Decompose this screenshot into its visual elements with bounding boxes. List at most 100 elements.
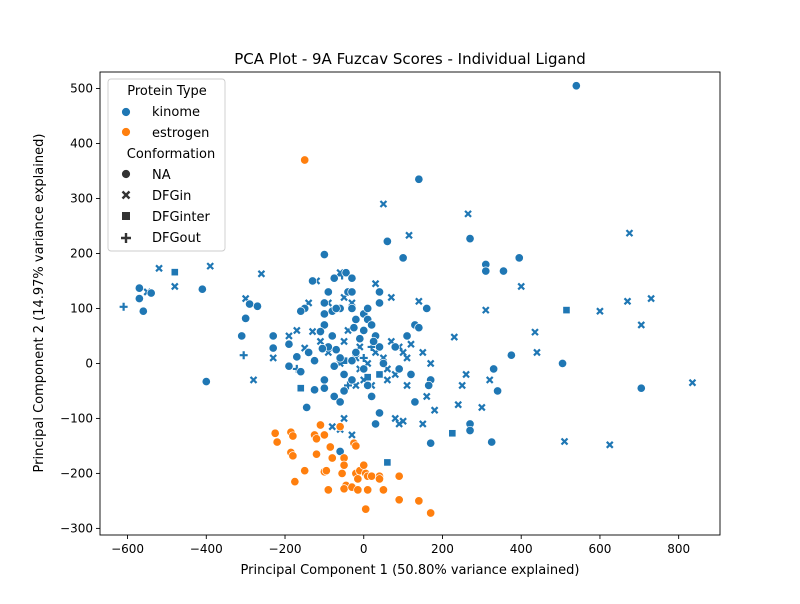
kinome-na-point [359, 325, 369, 335]
kinome-na-point [319, 298, 329, 308]
kinome-na-point [506, 350, 516, 360]
legend-dfgin-label: DFGin [152, 189, 191, 204]
estrogen-na-point [394, 471, 404, 481]
kinome-na-point [134, 294, 144, 304]
estrogen-na-point [288, 451, 298, 461]
kinome-na-point [252, 301, 263, 311]
estrogen-na-point [414, 496, 424, 506]
kinome-na-point [309, 356, 320, 366]
kinome-dfgout-point [239, 351, 248, 360]
legend-kinome-label: kinome [152, 105, 200, 120]
kinome-na-point [426, 438, 436, 448]
estrogen-na-point [374, 474, 385, 484]
kinome-na-point [319, 383, 329, 393]
kinome-na-point [323, 287, 333, 297]
x-tick-label: −400 [190, 542, 223, 556]
kinome-na-point [319, 309, 329, 319]
axis-ticks: −600 −400 −200 0 200 400 600 800 −300 −200 −100 0 10… [60, 81, 690, 556]
kinome-dfgin-point [316, 337, 325, 346]
kinome-na-point [557, 358, 568, 368]
kinome-dfgin-point [403, 354, 411, 362]
kinome-na-point [241, 313, 251, 323]
kinome-dfgin-point [458, 381, 466, 390]
kinome-dfginter-point [364, 373, 371, 381]
kinome-dfgin-point [531, 328, 539, 336]
kinome-na-point [363, 380, 373, 390]
kinome-na-point [341, 268, 351, 278]
data-points [119, 81, 697, 518]
kinome-na-point [138, 306, 148, 316]
kinome-dfgin-point [371, 279, 380, 288]
kinome-na-point [465, 425, 475, 436]
x-tick-label: −200 [269, 542, 302, 556]
kinome-na-point [414, 174, 424, 184]
estrogen-na-point [288, 431, 298, 441]
estrogen-na-point [319, 430, 329, 440]
estrogen-na-point [361, 504, 371, 514]
kinome-na-point [374, 342, 385, 352]
kinome-dfgin-point [206, 262, 214, 270]
kinome-na-point [349, 323, 359, 333]
estrogen-na-point [311, 449, 322, 459]
y-tick-label: 500 [70, 81, 93, 95]
estrogen-na-point [353, 474, 363, 484]
estrogen-na-point [359, 460, 369, 470]
kinome-na-point [327, 331, 337, 341]
kinome-na-point [422, 303, 432, 313]
y-tick-label: −300 [60, 521, 93, 535]
kinome-na-point [268, 331, 278, 341]
kinome-na-point [571, 81, 581, 91]
estrogen-na-point [321, 466, 331, 476]
kinome-dfginter-point [449, 429, 456, 437]
kinome-dfgin-point [403, 381, 411, 390]
kinome-na-point [374, 408, 385, 418]
kinome-na-point [498, 266, 509, 276]
estrogen-na-point [300, 466, 310, 476]
y-tick-label: −100 [60, 411, 93, 425]
legend-dfgout-marker [121, 233, 131, 243]
kinome-na-point [493, 386, 503, 396]
estrogen-na-point [325, 442, 335, 452]
legend-dfgin-marker [121, 190, 131, 200]
kinome-na-point [394, 364, 404, 374]
kinome-na-point [268, 343, 278, 353]
kinome-dfginter-point [340, 357, 348, 364]
kinome-na-point [339, 386, 349, 396]
kinome-dfgout-point [119, 302, 128, 311]
y-tick-label: 300 [70, 191, 93, 205]
estrogen-na-point [339, 484, 349, 494]
kinome-dfgin-point [596, 307, 604, 315]
kinome-na-point [378, 358, 388, 368]
kinome-na-point [410, 397, 420, 407]
kinome-dfgin-point [647, 294, 655, 303]
kinome-na-point [347, 303, 357, 313]
kinome-na-point [351, 347, 361, 357]
kinome-dfgin-point [462, 370, 470, 379]
estrogen-na-point [367, 471, 377, 481]
kinome-dfgin-point [485, 376, 494, 384]
chart-title: PCA Plot - 9A Fuzcav Scores - Individual… [234, 50, 585, 68]
kinome-na-point [329, 391, 339, 401]
estrogen-na-point [394, 495, 404, 505]
y-tick-label: 100 [70, 301, 93, 315]
kinome-na-point [319, 375, 329, 385]
kinome-na-point [319, 320, 329, 330]
kinome-dfgin-point [419, 348, 427, 357]
y-tick-label: −200 [60, 466, 93, 480]
kinome-dfgin-point [625, 229, 634, 237]
kinome-dfgin-point [379, 200, 388, 208]
legend-na-marker [121, 169, 131, 179]
kinome-na-point [146, 288, 156, 298]
kinome-dfgin-point [308, 327, 317, 336]
kinome-na-point [406, 369, 416, 379]
kinome-na-point [367, 320, 377, 330]
legend-dfginter-marker [122, 212, 130, 220]
kinome-na-point [398, 253, 408, 263]
estrogen-na-point [272, 437, 282, 447]
kinome-na-point [414, 323, 424, 333]
kinome-na-point [347, 287, 357, 297]
kinome-dfgin-point [407, 340, 415, 348]
kinome-na-point [374, 287, 385, 297]
x-tick-label: 0 [360, 542, 368, 556]
kinome-na-point [374, 298, 385, 308]
